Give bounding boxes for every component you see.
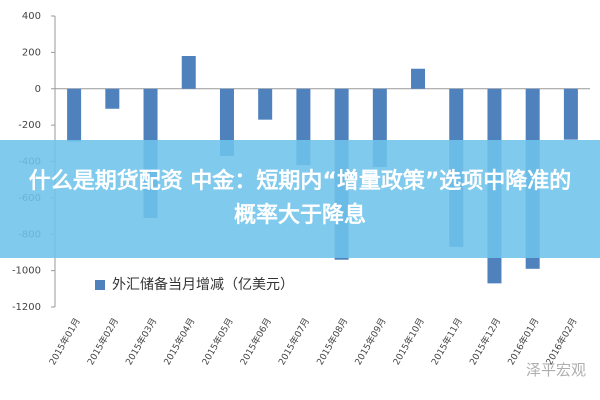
x-tick-label: 2015年02月 bbox=[85, 316, 122, 367]
banner-text: 什么是期货配资 中金：短期内“增量政策”选项中降准的概率大于降息 bbox=[28, 169, 572, 228]
bar bbox=[181, 56, 196, 89]
y-tick-label: 200 bbox=[22, 47, 41, 58]
bar bbox=[67, 88, 82, 142]
bar bbox=[219, 88, 234, 157]
x-tick-label: 2015年09月 bbox=[352, 316, 389, 367]
x-tick-label: 2015年06月 bbox=[237, 316, 274, 367]
bar bbox=[105, 88, 120, 109]
bar bbox=[258, 88, 273, 120]
x-tick-label: 2015年04月 bbox=[161, 316, 198, 367]
x-tick-label: 2015年01月 bbox=[46, 316, 83, 367]
legend-swatch bbox=[95, 280, 105, 290]
watermark: 泽平宏观 bbox=[525, 361, 586, 379]
y-tick-label: 400 bbox=[22, 11, 41, 22]
y-tick-label: -1000 bbox=[12, 266, 41, 277]
x-tick-label: 2015年10月 bbox=[390, 316, 427, 367]
x-tick-label: 2015年07月 bbox=[276, 316, 313, 367]
y-tick-label: -200 bbox=[18, 120, 41, 131]
y-tick-label: -1200 bbox=[12, 302, 41, 313]
x-tick-label: 2015年11月 bbox=[428, 316, 465, 367]
bar bbox=[563, 88, 578, 140]
legend-label: 外汇储备当月增减（亿美元） bbox=[112, 276, 294, 293]
bar bbox=[411, 68, 426, 89]
x-tick-label: 2015年12月 bbox=[467, 316, 504, 367]
x-tick-label: 2015年03月 bbox=[123, 316, 160, 367]
banner: 什么是期货配资 中金：短期内“增量政策”选项中降准的概率大于降息 bbox=[0, 140, 600, 258]
x-tick-label: 2015年08月 bbox=[314, 316, 351, 367]
y-tick-label: 0 bbox=[35, 84, 41, 95]
x-tick-label: 2015年05月 bbox=[199, 316, 236, 367]
